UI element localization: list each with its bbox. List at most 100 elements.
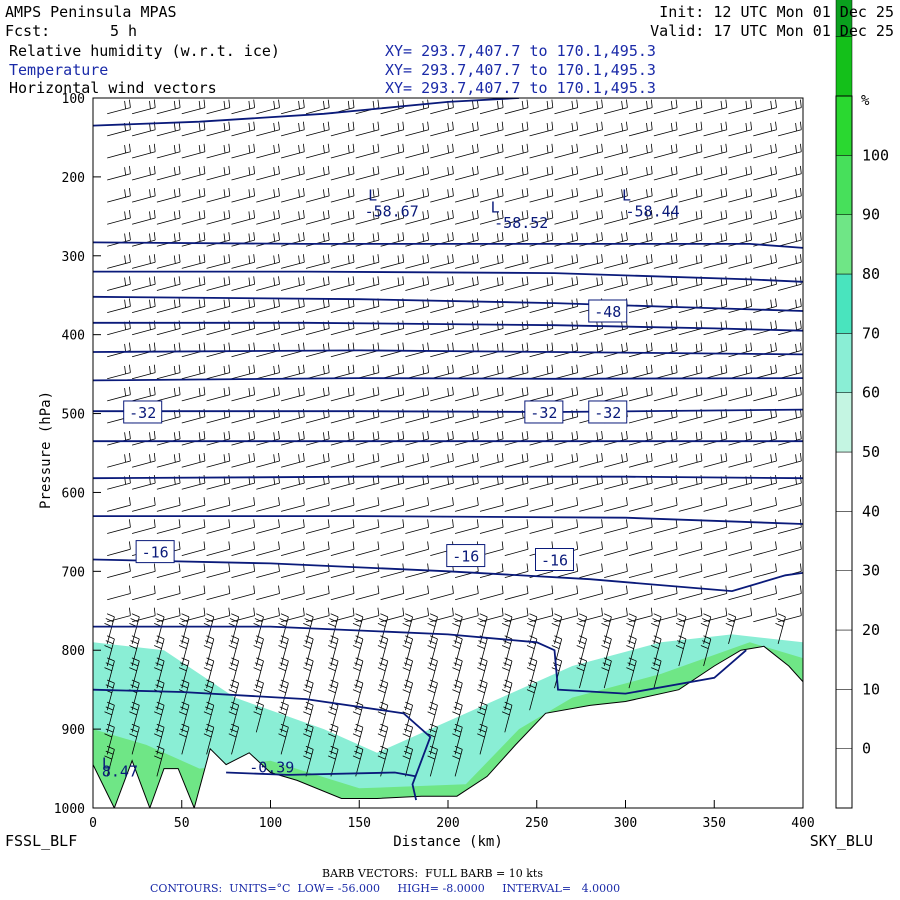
wind-barb <box>129 613 140 645</box>
wind-barb <box>380 386 405 402</box>
field-name-temperature: Temperature <box>9 61 109 79</box>
low-marker: L <box>102 755 111 773</box>
wind-barb <box>377 701 389 733</box>
wind-barb <box>477 701 488 733</box>
wind-barb <box>777 452 802 468</box>
wind-barb <box>604 497 628 512</box>
wind-barb <box>355 121 380 137</box>
wind-barb <box>626 657 637 689</box>
wind-barb <box>775 613 786 645</box>
wind-barb <box>504 519 529 534</box>
wind-barb <box>203 701 215 733</box>
wind-barb <box>278 679 289 711</box>
wind-barb <box>579 121 603 137</box>
wind-barb <box>206 519 231 534</box>
wind-barb <box>377 635 389 667</box>
temperature-contour <box>93 377 803 382</box>
wind-barb <box>107 585 131 601</box>
wind-barb <box>377 657 389 689</box>
rh-region <box>93 220 803 714</box>
temperature-contour <box>93 349 803 356</box>
colorbar-segment <box>835 0 853 37</box>
wind-barb <box>107 541 131 556</box>
wind-barb <box>377 723 389 755</box>
colorbar-tick-label: 80 <box>862 265 880 283</box>
wind-barb <box>554 386 579 402</box>
wind-barb <box>129 657 140 689</box>
temperature-contour <box>93 625 747 695</box>
contour-label-box <box>588 400 628 424</box>
wind-barb <box>703 497 728 512</box>
colorbar-tick-label: 60 <box>862 384 880 402</box>
wind-barb <box>628 563 653 578</box>
wind-barb <box>753 386 777 402</box>
wind-barb <box>181 585 206 601</box>
wind-barb <box>355 165 380 181</box>
wind-barb <box>280 452 305 468</box>
wind-barb <box>181 452 206 468</box>
wind-barb <box>430 519 454 534</box>
wind-barb <box>529 121 554 137</box>
wind-barb <box>703 563 728 578</box>
wind-barb <box>529 497 554 512</box>
wind-barb <box>601 657 612 689</box>
contours-note: CONTOURS: UNITS=°C LOW= -56.000 HIGH= -8… <box>150 882 621 895</box>
colorbar-tick-label: 100 <box>862 146 889 164</box>
wind-barb <box>703 254 728 269</box>
wind-barb <box>402 745 413 777</box>
wind-barb <box>554 452 579 468</box>
contour-label: -16 <box>452 548 479 566</box>
wind-barb <box>477 723 488 755</box>
wind-barb <box>628 143 653 159</box>
wind-barb <box>777 254 802 269</box>
valid-time: Valid: 17 UTC Mon 01 Dec 25 <box>650 22 894 40</box>
wind-barb <box>280 121 305 137</box>
wind-barb <box>154 657 165 689</box>
colorbar-segment <box>835 511 853 571</box>
contour-label-box <box>446 544 486 568</box>
wind-barb <box>405 143 429 159</box>
extremum-value: -0.39 <box>249 759 294 777</box>
contour-label-box <box>135 540 175 564</box>
wind-barb <box>231 452 255 468</box>
wind-barb <box>107 99 131 115</box>
wind-barb <box>653 541 678 556</box>
wind-barb <box>256 541 280 556</box>
wind-barb <box>280 541 305 556</box>
wind-barb <box>131 519 156 534</box>
wind-barb <box>107 563 131 578</box>
wind-barb <box>529 364 554 380</box>
wind-barb <box>256 585 280 601</box>
wind-barb <box>430 121 454 137</box>
wind-barb <box>753 452 777 468</box>
wind-barb <box>554 165 579 181</box>
wind-barb <box>303 701 314 733</box>
wind-barb <box>777 232 802 247</box>
wind-barb <box>477 613 488 645</box>
wind-barb <box>628 519 653 534</box>
wind-barb <box>504 585 529 601</box>
wind-barb <box>330 276 355 291</box>
wind-barb <box>206 143 231 159</box>
wind-barb <box>355 519 380 534</box>
wind-barb <box>203 657 215 689</box>
wind-barb <box>579 254 603 269</box>
wind-barb <box>402 723 413 755</box>
wind-barb <box>454 276 479 291</box>
left-station-label: FSSL_BLF <box>5 832 78 850</box>
wind-barb <box>628 585 653 601</box>
low-marker: L <box>622 187 631 205</box>
wind-barb <box>203 635 215 667</box>
colorbar-segment <box>835 451 853 512</box>
wind-barb <box>529 210 554 225</box>
wind-barb <box>604 541 628 556</box>
wind-barb <box>206 254 231 269</box>
wind-barb <box>479 585 504 601</box>
wind-barb <box>454 165 479 181</box>
wind-barb <box>601 613 612 645</box>
colorbar-segment <box>835 748 853 809</box>
wind-barb <box>256 187 280 203</box>
wind-barb <box>231 99 255 115</box>
temperature-contour <box>93 475 803 480</box>
wind-barb <box>280 585 305 601</box>
